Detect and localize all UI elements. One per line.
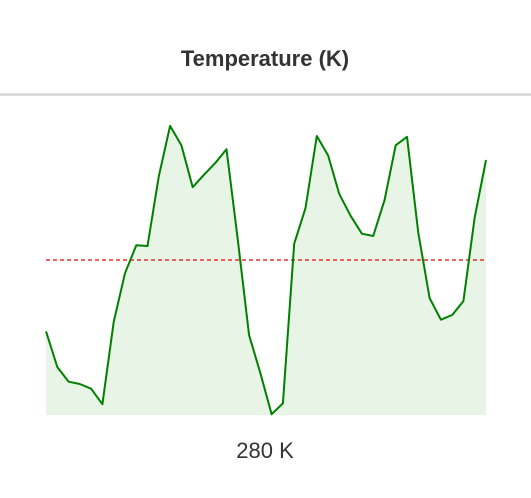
area [46, 125, 486, 416]
value-label: 280 K [236, 438, 294, 463]
widget-title: Temperature (K) [181, 46, 349, 71]
separator [0, 93, 531, 96]
plot [45, 124, 487, 416]
line [45, 124, 487, 416]
